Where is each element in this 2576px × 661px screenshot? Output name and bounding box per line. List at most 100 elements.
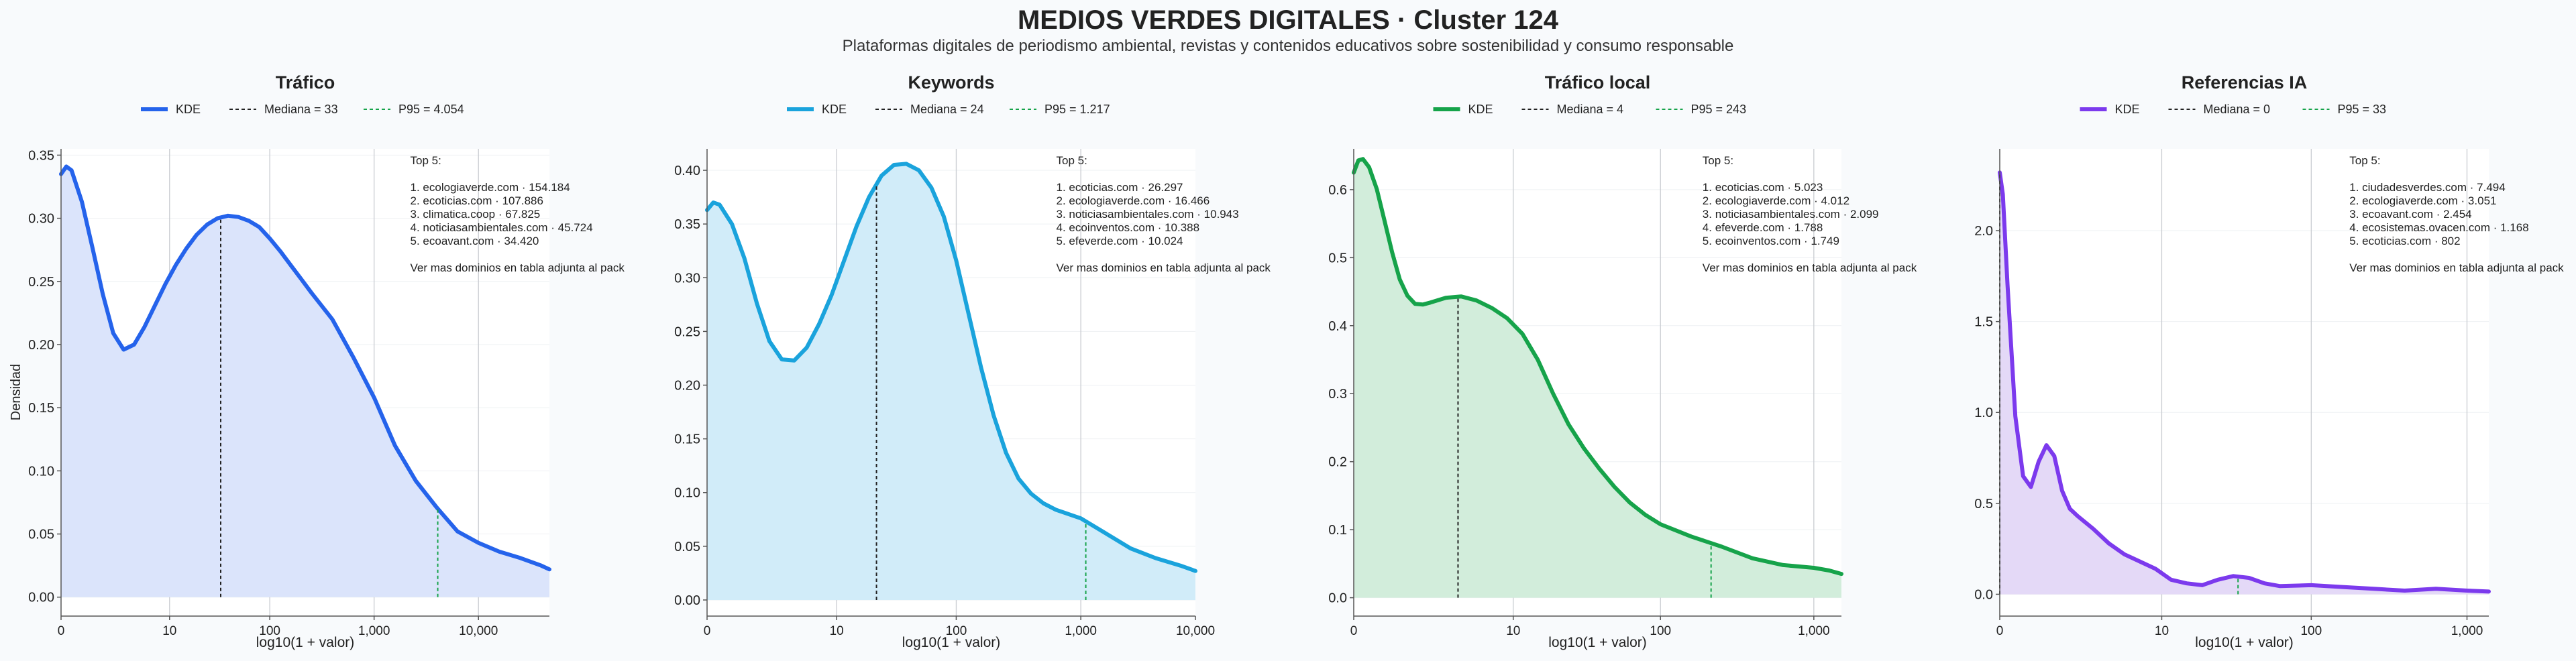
- annotation-line: 4. noticiasambientales.com · 45.724: [411, 221, 593, 234]
- annotation-line: 3. noticiasambientales.com · 2.099: [1703, 208, 1879, 221]
- y-tick-label: 0.3: [1328, 387, 1347, 402]
- y-tick-label: 0.10: [28, 464, 54, 479]
- panel-title: Tráfico: [276, 72, 335, 93]
- y-tick-label: 0.30: [28, 212, 54, 227]
- x-tick-label: 10: [830, 624, 844, 638]
- legend-median-label: Mediana = 0: [2204, 103, 2271, 116]
- x-tick-label: 10,000: [459, 624, 498, 638]
- x-tick-label: 100: [259, 624, 280, 638]
- kde-area: [1354, 159, 1841, 598]
- y-tick-label: 1.0: [1974, 406, 1993, 420]
- kde-area: [61, 166, 549, 597]
- legend-p95-label: P95 = 1.217: [1044, 103, 1110, 116]
- figure-subtitle: Plataformas digitales de periodismo ambi…: [843, 37, 1734, 55]
- x-tick-label: 100: [1650, 624, 1671, 638]
- x-axis-label: log10(1 + valor): [2195, 635, 2294, 650]
- y-tick-label: 0.6: [1328, 183, 1347, 198]
- annotation-line: 2. ecoticias.com · 107.886: [411, 194, 543, 207]
- chart-panel-3: Tráfico local KDE Mediana = 4 P95 = 243 0.0 0…: [1328, 72, 1917, 650]
- x-tick-label: 1,000: [1798, 624, 1830, 638]
- annotation-line: 4. ecosistemas.ovacen.com · 1.168: [2349, 221, 2528, 234]
- legend-p95-label: P95 = 243: [1691, 103, 1747, 116]
- x-tick-label: 1,000: [358, 624, 390, 638]
- y-tick-label: 0.10: [674, 486, 700, 501]
- x-tick-label: 10: [2155, 624, 2169, 638]
- annotation-line: Top 5:: [1703, 154, 1733, 167]
- chart-panel-2: Keywords KDE Mediana = 24 P95 = 1.217 0.00 0.…: [674, 72, 1271, 650]
- chart-panel-1: Tráfico KDE Mediana = 33 P95 = 4.054 0.00 0.0…: [28, 72, 625, 650]
- annotation-line: 4. ecoinventos.com · 10.388: [1057, 221, 1200, 234]
- y-tick-label: 1.5: [1974, 315, 1993, 330]
- x-axis-label: log10(1 + valor): [256, 635, 355, 650]
- legend-kde-label: KDE: [2115, 103, 2140, 116]
- y-axis-label: Densidad: [9, 364, 23, 421]
- annotation-line: Top 5:: [2349, 154, 2380, 167]
- legend-kde-label: KDE: [822, 103, 847, 116]
- x-axis-label: log10(1 + valor): [1548, 635, 1647, 650]
- annotation-line: 5. ecoavant.com · 34.420: [411, 235, 539, 247]
- legend-median-label: Mediana = 4: [1557, 103, 1624, 116]
- chart-panel-4: Referencias IA KDE Mediana = 0 P95 = 33 0.0 0…: [1974, 72, 2564, 650]
- legend-median-label: Mediana = 33: [264, 103, 338, 116]
- y-tick-label: 0.5: [1328, 251, 1347, 265]
- y-tick-label: 0.2: [1328, 455, 1347, 470]
- x-tick-label: 1,000: [1065, 624, 1097, 638]
- kde-line: [59, 164, 551, 572]
- annotation-line: Ver mas dominios en tabla adjunta al pac…: [1703, 261, 1917, 274]
- kde-area: [2000, 172, 2489, 595]
- x-tick-label: 1,000: [2451, 624, 2483, 638]
- annotation-line: Ver mas dominios en tabla adjunta al pac…: [2349, 261, 2564, 274]
- y-tick-label: 0.5: [1974, 497, 1993, 512]
- kde-area: [707, 164, 1195, 600]
- y-tick-label: 0.15: [28, 401, 54, 416]
- panel-title: Keywords: [908, 72, 994, 93]
- x-tick-label: 0: [1996, 624, 2004, 638]
- y-tick-label: 0.40: [674, 164, 700, 178]
- annotation-line: Ver mas dominios en tabla adjunta al pac…: [411, 261, 625, 274]
- y-tick-label: 0.0: [1974, 587, 1993, 602]
- x-axis-label: log10(1 + valor): [902, 635, 1001, 650]
- y-tick-label: 0.05: [674, 540, 700, 554]
- annotation-line: 2. ecologiaverde.com · 4.012: [1703, 194, 1849, 207]
- y-tick-label: 2.0: [1974, 224, 1993, 239]
- x-tick-label: 100: [946, 624, 967, 638]
- kde-line: [1998, 170, 2491, 594]
- annotation-line: 5. ecoinventos.com · 1.749: [1703, 235, 1839, 247]
- y-tick-label: 0.0: [1328, 591, 1347, 606]
- y-tick-label: 0.35: [28, 148, 54, 163]
- annotation-line: 4. efeverde.com · 1.788: [1703, 221, 1823, 234]
- y-tick-label: 0.00: [28, 591, 54, 605]
- y-tick-label: 0.35: [674, 217, 700, 232]
- legend-kde-label: KDE: [1468, 103, 1493, 116]
- y-tick-label: 0.4: [1328, 319, 1347, 334]
- y-tick-label: 0.05: [28, 528, 54, 542]
- annotation-line: 3. ecoavant.com · 2.454: [2349, 208, 2471, 221]
- annotation-line: Top 5:: [411, 154, 441, 167]
- panel-title: Referencias IA: [2182, 72, 2308, 93]
- legend-kde-label: KDE: [176, 103, 201, 116]
- x-tick-label: 0: [58, 624, 65, 638]
- annotation-line: 5. efeverde.com · 10.024: [1057, 235, 1183, 247]
- y-tick-label: 0.15: [674, 432, 700, 447]
- annotation-line: 2. ecologiaverde.com · 16.466: [1057, 194, 1210, 207]
- legend-median-label: Mediana = 24: [910, 103, 984, 116]
- annotation-line: 1. ciudadesverdes.com · 7.494: [2349, 181, 2505, 194]
- y-tick-label: 0.25: [28, 275, 54, 290]
- x-tick-label: 10: [162, 624, 176, 638]
- y-tick-label: 0.20: [674, 379, 700, 394]
- annotation-line: 1. ecologiaverde.com · 154.184: [411, 181, 570, 194]
- legend-p95-label: P95 = 33: [2338, 103, 2387, 116]
- annotation-line: 1. ecoticias.com · 5.023: [1703, 181, 1823, 194]
- kde-line: [705, 162, 1197, 573]
- kde-line: [1352, 157, 1843, 577]
- x-tick-label: 0: [1350, 624, 1358, 638]
- annotation-line: 2. ecologiaverde.com · 3.051: [2349, 194, 2496, 207]
- x-tick-label: 10,000: [1176, 624, 1215, 638]
- annotation-line: 5. ecoticias.com · 802: [2349, 235, 2460, 247]
- y-tick-label: 0.30: [674, 271, 700, 286]
- figure-title: MEDIOS VERDES DIGITALES · Cluster 124: [1018, 5, 1559, 35]
- y-tick-label: 0.25: [674, 324, 700, 339]
- panel-title: Tráfico local: [1545, 72, 1651, 93]
- annotation-line: 3. noticiasambientales.com · 10.943: [1057, 208, 1239, 221]
